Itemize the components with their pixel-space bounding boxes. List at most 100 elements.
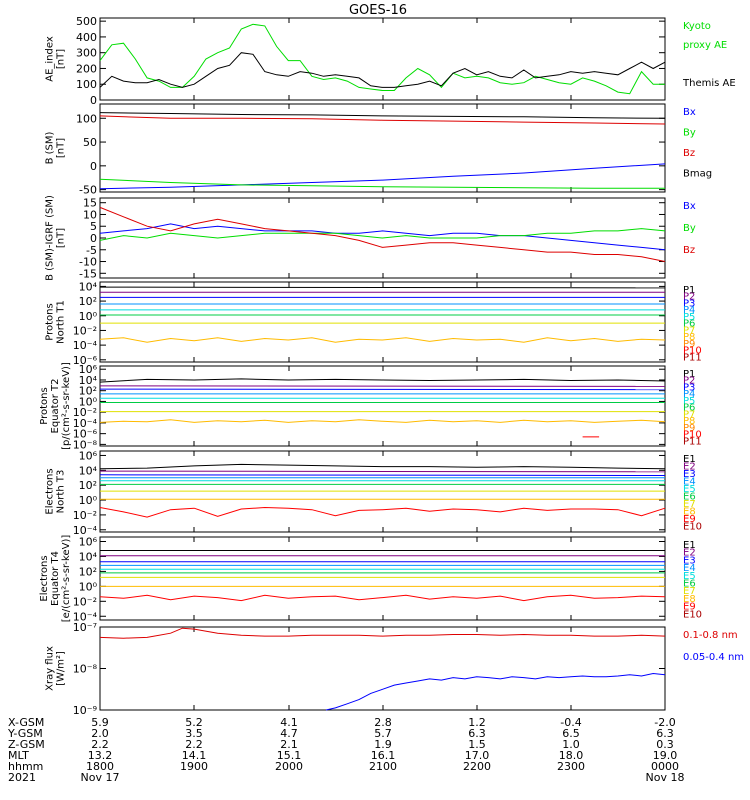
y-axis-label: Xray flux	[45, 646, 56, 691]
legend-entry: P4	[683, 389, 695, 400]
legend-entry: E9	[683, 514, 696, 525]
footer-value: 2100	[369, 760, 397, 773]
legend-entry: P10	[683, 346, 702, 357]
y-tick-label: 10	[83, 208, 97, 221]
y-tick-label: -15	[79, 267, 97, 280]
legend-entry: E8	[683, 594, 696, 605]
legend-entry: P10	[683, 430, 702, 441]
series-0-1-0-8-nm	[99, 627, 666, 639]
footer-value: 1.0	[562, 738, 580, 751]
legend-entry: proxy AE	[683, 40, 727, 51]
legend-entry: E4	[683, 477, 696, 488]
y-axis-label: North T1	[56, 300, 67, 344]
y-tick-label: 0	[90, 94, 97, 107]
series-by	[99, 228, 666, 241]
legend-entry: E7	[683, 586, 696, 597]
legend-entry: P1	[683, 369, 695, 380]
y-tick-label: 10⁰	[79, 580, 98, 593]
y-tick-label: 100	[76, 112, 97, 125]
legend-entry: P8	[683, 332, 695, 343]
legend-entry: Kyoto	[683, 21, 711, 32]
footer-value: 1900	[180, 760, 208, 773]
footer-row-label: X-GSM	[8, 716, 44, 729]
footer-row-label: hhmm	[8, 760, 43, 773]
panel-bsm: -50 0 50 100 B (SM) [nT] Bx By Bz Bmag	[45, 103, 712, 197]
legend-entry: P2	[683, 292, 695, 303]
footer-value: 1800	[86, 760, 114, 773]
legend-entry: Themis AE	[682, 78, 736, 89]
legend-entry: By	[683, 128, 696, 139]
y-axis-label: Protons	[45, 303, 56, 340]
footer-value: -2.0	[654, 716, 675, 729]
footer-value: 16.1	[371, 749, 396, 762]
y-tick-label: 10⁻⁴	[73, 417, 98, 430]
legend-entry: E3	[683, 555, 696, 566]
series-themis-ae	[99, 52, 666, 88]
y-axis-label: Equator T4	[50, 551, 61, 606]
footer-value: 6.3	[656, 727, 674, 740]
series-0-05-0-4-nm	[325, 672, 666, 711]
footer-row-label: 2021	[8, 771, 36, 784]
y-axis-label: Protons	[39, 387, 50, 424]
series-bx	[99, 223, 666, 251]
y-tick-label: 15	[83, 197, 97, 210]
y-tick-label: 10⁻²	[73, 509, 97, 522]
footer-value: 19.0	[653, 749, 678, 762]
footer-value: 6.3	[468, 727, 486, 740]
y-tick-label: 10²	[79, 479, 97, 492]
y-tick-label: 50	[83, 136, 97, 149]
y-tick-label: -10	[79, 256, 97, 269]
footer-row-label: Y-GSM	[7, 727, 43, 740]
footer-value: 2000	[275, 760, 303, 773]
footer-value: 1.9	[374, 738, 392, 751]
series-bz	[99, 115, 666, 125]
footer-value: 1.5	[468, 738, 486, 751]
legend-entry: E1	[683, 540, 696, 551]
legend-entry: P5	[683, 312, 695, 323]
legend-entry: P2	[683, 376, 695, 387]
y-axis-label: AE_index	[45, 36, 56, 82]
legend-entry: Bx	[683, 201, 696, 212]
footer-value: 2.2	[185, 738, 203, 751]
y-tick-label: 10⁴	[79, 464, 98, 477]
legend-entry: E5	[683, 484, 696, 495]
legend-entry: Bz	[683, 148, 695, 159]
legend-entry: E1	[683, 454, 696, 465]
footer-value: 6.5	[562, 727, 580, 740]
legend-entry: E10	[683, 609, 702, 620]
panel-frame	[99, 626, 666, 711]
panel-ae: 0 100 200 300 400 500 AE_index [nT] Kyoto proxy A…	[45, 15, 736, 107]
legend-entry: P9	[683, 423, 695, 434]
legend-entry: P1	[683, 285, 695, 296]
footer-value: 18.0	[559, 749, 584, 762]
y-tick-label: -5	[86, 244, 97, 257]
y-tick-label: 10⁻⁴	[73, 524, 98, 537]
y-tick-label: 10²	[79, 295, 97, 308]
footer-value: 4.1	[280, 716, 298, 729]
y-axis-label: [e/(cm²-s-sr-keV)]	[61, 535, 72, 623]
footer-row-label: MLT	[8, 749, 29, 762]
footer-value: 4.7	[280, 727, 298, 740]
y-tick-label: -50	[79, 184, 97, 197]
footer-value: 0.3	[656, 738, 674, 751]
legend-entry: Bmag	[683, 169, 712, 180]
legend-entry: 0.1-0.8 nm	[683, 630, 738, 641]
footer-value: -0.4	[560, 716, 581, 729]
y-tick-label: 400	[76, 31, 97, 44]
series-bz	[99, 206, 666, 262]
y-tick-label: 10⁻⁴	[73, 339, 98, 352]
series-bx	[99, 163, 666, 190]
footer-value: 5.9	[91, 716, 109, 729]
series-e3	[99, 474, 666, 476]
legend-entry: P9	[683, 339, 695, 350]
series-p8	[99, 419, 666, 423]
panel-frame	[99, 536, 666, 621]
y-tick-label: 10⁶	[79, 449, 98, 462]
footer-value: 0000	[651, 760, 679, 773]
y-tick-label: 5	[90, 220, 97, 233]
legend-entry: P5	[683, 396, 695, 407]
legend-entry: P4	[683, 305, 695, 316]
y-tick-label: 10⁻⁶	[73, 354, 98, 367]
y-axis-label: Equator T2	[50, 379, 61, 434]
